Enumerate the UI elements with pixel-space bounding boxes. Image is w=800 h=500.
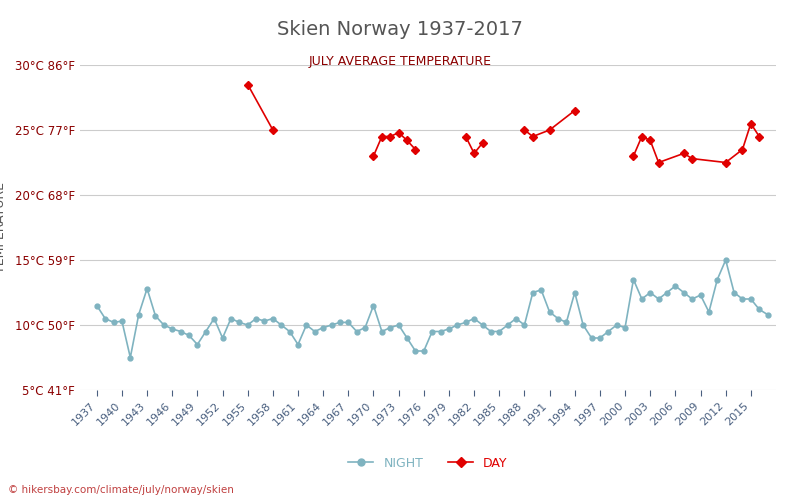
NIGHT (679, 290, 689, 296)
Legend: NIGHT, DAY: NIGHT, DAY (343, 452, 513, 475)
NIGHT (721, 257, 730, 263)
NIGHT (763, 312, 773, 318)
Text: Skien Norway 1937-2017: Skien Norway 1937-2017 (277, 20, 523, 39)
Text: JULY AVERAGE TEMPERATURE: JULY AVERAGE TEMPERATURE (309, 55, 491, 68)
Y-axis label: TEMPERATURE: TEMPERATURE (0, 182, 6, 273)
NIGHT (704, 309, 714, 315)
Line: NIGHT: NIGHT (94, 258, 770, 360)
Text: © hikersbay.com/climate/july/norway/skien: © hikersbay.com/climate/july/norway/skie… (8, 485, 234, 495)
NIGHT (92, 302, 102, 308)
NIGHT (126, 354, 135, 360)
NIGHT (520, 322, 530, 328)
NIGHT (595, 335, 605, 341)
NIGHT (646, 290, 655, 296)
NIGHT (470, 316, 479, 322)
